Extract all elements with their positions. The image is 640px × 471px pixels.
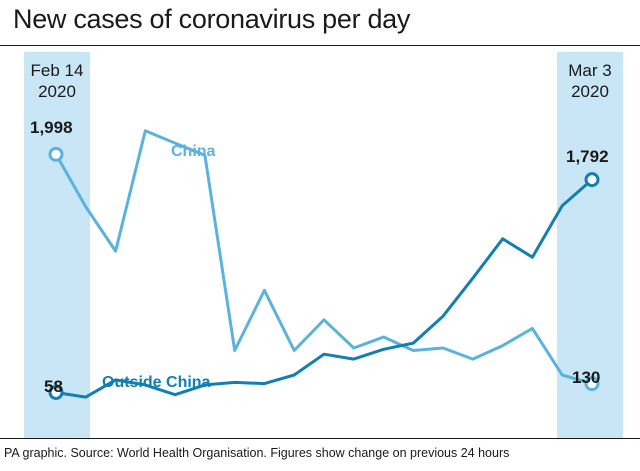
outside-china-line <box>55 178 593 399</box>
start-date-band <box>24 52 90 438</box>
end-date-band <box>557 52 623 438</box>
china-end-value-label: 130 <box>572 368 600 387</box>
start-date-label-line1: Feb 14 <box>31 61 84 80</box>
start-date-label-line2: 2020 <box>38 82 76 101</box>
top-divider <box>0 45 640 46</box>
end-date-label-line1: Mar 3 <box>568 61 611 80</box>
source-footnote: PA graphic. Source: World Health Organis… <box>4 446 510 460</box>
china-start-value-label: 1,998 <box>30 118 73 137</box>
china-series-label: China <box>171 143 216 160</box>
outside-china-start-value-label: 58 <box>44 377 63 396</box>
outside-china-start-point <box>48 384 64 400</box>
series-lines <box>54 129 593 399</box>
bottom-divider <box>0 438 640 439</box>
series-markers <box>48 146 600 400</box>
line-chart: Feb 14 2020 Mar 3 2020 1,998 58 1,792 13… <box>24 52 623 438</box>
chart-title: New cases of coronavirus per day <box>13 4 411 34</box>
outside-china-end-point <box>584 172 600 188</box>
china-line <box>54 129 593 386</box>
china-end-point <box>584 376 600 392</box>
end-date-label-line2: 2020 <box>571 82 609 101</box>
china-start-point <box>48 146 64 162</box>
outside-china-end-value-label: 1,792 <box>566 147 609 166</box>
outside-china-series-label: Outside China <box>102 374 211 391</box>
